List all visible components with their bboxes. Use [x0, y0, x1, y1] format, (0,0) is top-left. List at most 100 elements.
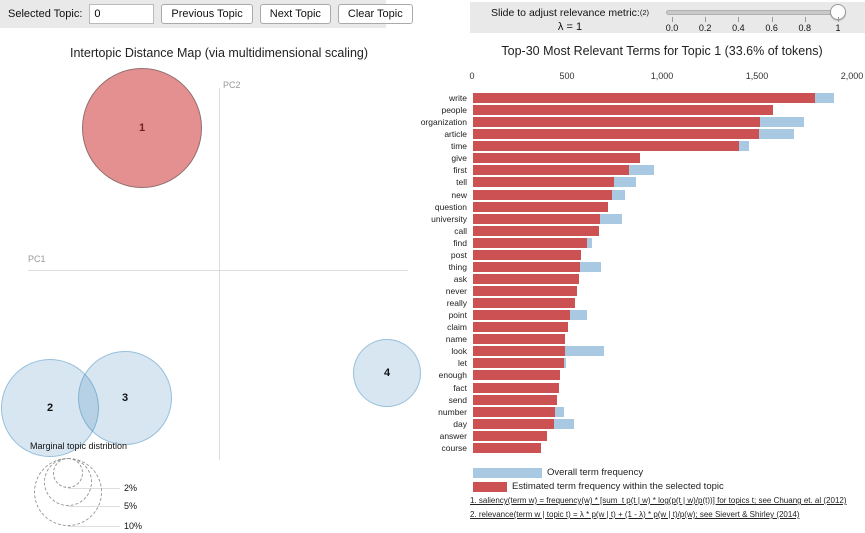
- topic-frequency-bar[interactable]: [473, 129, 759, 140]
- topic-frequency-bar[interactable]: [473, 310, 570, 321]
- topic-frequency-bar[interactable]: [473, 298, 575, 309]
- term-row: ask: [330, 273, 860, 286]
- term-label[interactable]: point: [448, 310, 467, 321]
- term-bar: [473, 298, 860, 309]
- topic-frequency-bar[interactable]: [473, 322, 568, 333]
- term-label[interactable]: never: [445, 286, 467, 296]
- slider-tick-mark: [804, 17, 806, 22]
- term-label[interactable]: give: [451, 153, 467, 164]
- term-label[interactable]: time: [450, 141, 467, 152]
- term-label[interactable]: first: [453, 165, 467, 176]
- topic-circle-1[interactable]: 1: [82, 68, 202, 188]
- term-row: number: [330, 406, 860, 419]
- topic-frequency-bar[interactable]: [473, 442, 542, 453]
- term-label[interactable]: course: [441, 442, 467, 453]
- topic-frequency-bar[interactable]: [473, 201, 608, 212]
- topic-frequency-bar[interactable]: [473, 273, 580, 284]
- term-label[interactable]: post: [450, 249, 467, 260]
- topic-frequency-bar[interactable]: [473, 382, 559, 393]
- clear-topic-button[interactable]: Clear Topic: [337, 4, 413, 24]
- term-bar: [473, 406, 860, 417]
- topic-frequency-bar[interactable]: [473, 286, 577, 296]
- term-bar: [473, 117, 860, 128]
- topic-frequency-bar[interactable]: [473, 225, 600, 236]
- topic-frequency-bar[interactable]: [473, 394, 557, 405]
- term-label[interactable]: university: [431, 213, 467, 224]
- term-label[interactable]: fact: [453, 382, 467, 393]
- term-row: first: [330, 165, 860, 177]
- term-label[interactable]: call: [454, 225, 467, 236]
- topic-frequency-bar[interactable]: [473, 418, 554, 429]
- topic-frequency-bar[interactable]: [473, 177, 614, 188]
- topic-frequency-bar[interactable]: [473, 261, 581, 272]
- selected-topic-input[interactable]: [89, 4, 155, 24]
- term-bar: [473, 141, 860, 152]
- topic-number-label: 3: [121, 392, 129, 404]
- term-label[interactable]: organization: [420, 117, 467, 128]
- term-chart-x-tick: 1,000: [650, 71, 674, 81]
- term-label[interactable]: name: [445, 334, 467, 345]
- previous-topic-button[interactable]: Previous Topic: [161, 4, 253, 24]
- slider-tick-label: 0.6: [765, 23, 778, 33]
- topic-frequency-bar[interactable]: [473, 430, 548, 441]
- term-label[interactable]: enough: [438, 370, 467, 381]
- pc2-axis-label: PC2: [223, 80, 241, 90]
- term-label[interactable]: number: [438, 406, 467, 417]
- topic-frequency-bar[interactable]: [473, 237, 587, 248]
- term-label[interactable]: people: [441, 105, 467, 116]
- term-label[interactable]: answer: [439, 430, 467, 441]
- term-bar: [473, 334, 860, 345]
- next-topic-button[interactable]: Next Topic: [259, 4, 331, 24]
- term-label[interactable]: really: [446, 298, 467, 309]
- term-row: call: [330, 225, 860, 238]
- term-label[interactable]: new: [451, 189, 467, 200]
- topic-frequency-bar[interactable]: [473, 213, 601, 224]
- term-label[interactable]: let: [458, 358, 467, 369]
- term-bar: [473, 322, 860, 333]
- topic-controls-bar: Selected Topic: Previous Topic Next Topi…: [0, 0, 413, 28]
- marginal-legend-title: Marginal topic distribtion: [30, 441, 128, 451]
- term-label[interactable]: question: [434, 201, 467, 212]
- term-label[interactable]: article: [444, 129, 467, 140]
- topic-frequency-bar[interactable]: [473, 249, 582, 260]
- term-label[interactable]: send: [448, 394, 467, 405]
- term-label[interactable]: tell: [456, 177, 467, 188]
- slider-tick-mark: [771, 17, 773, 22]
- term-row: question: [330, 201, 860, 214]
- topic-frequency-bar[interactable]: [473, 93, 815, 103]
- slider-tick-mark: [705, 17, 707, 22]
- topic-frequency-bar[interactable]: [473, 406, 555, 417]
- marginal-legend-line: [68, 526, 120, 527]
- slider-tick-mark: [672, 17, 673, 22]
- topic-frequency-bar[interactable]: [473, 346, 566, 357]
- term-label[interactable]: thing: [448, 261, 467, 272]
- topic-frequency-bar[interactable]: [473, 141, 739, 152]
- term-label[interactable]: claim: [447, 322, 467, 333]
- term-row: look: [330, 346, 860, 358]
- lambda-slider-rail[interactable]: [666, 10, 842, 15]
- topic-frequency-bar[interactable]: [473, 153, 641, 164]
- term-row: day: [330, 418, 860, 431]
- term-bar: [473, 273, 860, 284]
- topic-frequency-bar[interactable]: [473, 334, 566, 345]
- topic-frequency-bar[interactable]: [473, 117, 760, 128]
- term-bar: [473, 177, 860, 188]
- topic-circle-4[interactable]: 4: [353, 339, 421, 407]
- term-row: find: [330, 237, 860, 250]
- term-row: tell: [330, 177, 860, 189]
- term-label[interactable]: ask: [453, 273, 467, 284]
- topic-frequency-bar[interactable]: [473, 165, 629, 176]
- term-label[interactable]: look: [451, 346, 467, 357]
- topic-circle-3[interactable]: 3: [78, 351, 172, 445]
- term-label[interactable]: day: [453, 418, 467, 429]
- topic-number-label: 1: [138, 122, 146, 134]
- topic-frequency-bar[interactable]: [473, 189, 612, 200]
- term-label[interactable]: write: [449, 93, 467, 103]
- term-bar: [473, 261, 860, 272]
- term-label[interactable]: find: [453, 237, 467, 248]
- term-row: let: [330, 358, 860, 370]
- topic-frequency-bar[interactable]: [473, 358, 565, 369]
- topic-frequency-bar[interactable]: [473, 370, 561, 381]
- topic-frequency-bar[interactable]: [473, 105, 774, 116]
